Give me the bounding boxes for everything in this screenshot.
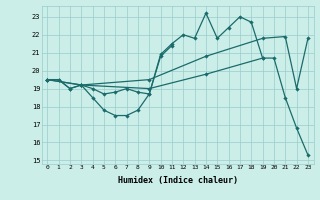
X-axis label: Humidex (Indice chaleur): Humidex (Indice chaleur): [118, 176, 237, 185]
